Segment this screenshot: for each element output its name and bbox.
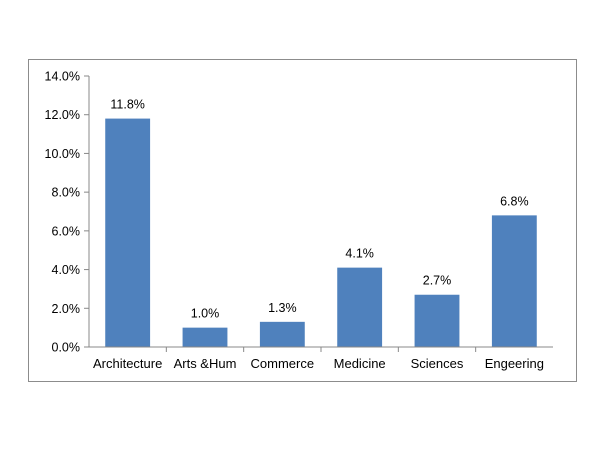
bars bbox=[105, 118, 537, 347]
data-label: 11.8% bbox=[110, 98, 145, 112]
x-tick-label: Medicine bbox=[334, 356, 386, 371]
bar-engeering bbox=[491, 215, 537, 347]
chart-frame: 0.0% 2.0% 4.0% 6.0% 8.0% 10.0% 12.0% 14.0% 11.8… bbox=[28, 59, 577, 382]
y-tick-label: 8.0% bbox=[52, 186, 81, 200]
y-tick-label: 2.0% bbox=[52, 302, 81, 316]
data-label: 1.3% bbox=[268, 301, 297, 315]
y-tick-label: 12.0% bbox=[45, 108, 80, 122]
x-tick-label: Architecture bbox=[93, 356, 162, 371]
x-tick-label: Engeering bbox=[485, 356, 544, 371]
y-axis: 0.0% 2.0% 4.0% 6.0% 8.0% 10.0% 12.0% 14.0% bbox=[45, 70, 90, 355]
x-tick-label: Arts &Hum bbox=[174, 356, 237, 371]
bar-chart: 0.0% 2.0% 4.0% 6.0% 8.0% 10.0% 12.0% 14.0% 11.8… bbox=[45, 70, 553, 371]
y-tick-label: 4.0% bbox=[52, 263, 81, 277]
bar-medicine bbox=[337, 267, 383, 347]
y-tick-label: 10.0% bbox=[45, 147, 80, 161]
bar-sciences bbox=[414, 294, 460, 347]
bar-arts-hum bbox=[182, 327, 228, 347]
data-label: 2.7% bbox=[423, 274, 452, 288]
y-tick-label: 14.0% bbox=[45, 70, 80, 84]
y-tick-label: 0.0% bbox=[52, 341, 81, 355]
data-label: 4.1% bbox=[345, 247, 374, 261]
data-labels: 11.8% 1.0% 1.3% 4.1% 2.7% 6.8% bbox=[110, 98, 528, 321]
bar-commerce bbox=[259, 321, 305, 347]
data-label: 6.8% bbox=[500, 194, 529, 208]
data-label: 1.0% bbox=[191, 307, 220, 321]
bar-architecture bbox=[105, 118, 151, 347]
x-tick-label: Sciences bbox=[411, 356, 464, 371]
y-tick-label: 6.0% bbox=[52, 224, 81, 238]
x-axis: Architecture Arts &Hum Commerce Medicine Sci… bbox=[89, 346, 553, 371]
x-tick-label: Commerce bbox=[251, 356, 315, 371]
